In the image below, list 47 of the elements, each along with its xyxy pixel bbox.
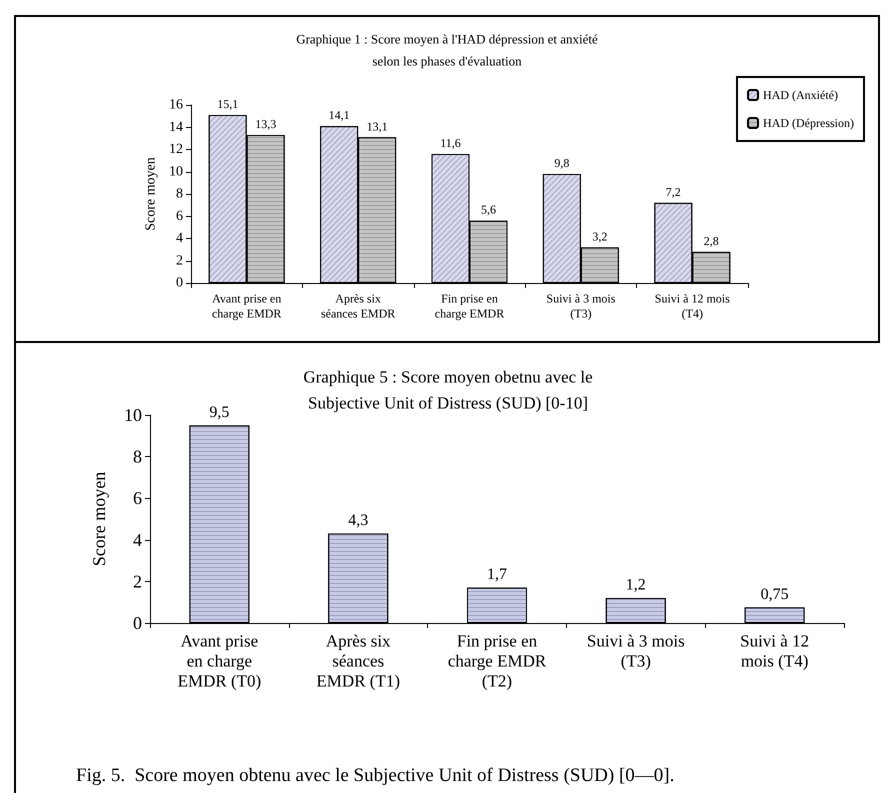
y-tick-label: 2 [133, 571, 142, 592]
x-tick-label: Avant prise en charge EMDR (T0) [178, 632, 262, 690]
y-axis-title: Score moyen [89, 472, 109, 566]
data-label: 5,6 [481, 202, 496, 217]
chart-title: Graphique 1 : Score moyen à l'HAD dépression et anxiété selon les phases d'évaluation [296, 32, 598, 68]
data-label: 0,75 [760, 586, 789, 603]
data-label: 14,1 [328, 108, 350, 122]
x-tick-label: Suivi à 3 mois (T3) [546, 292, 616, 320]
legend-label: HAD (Dépression) [763, 116, 854, 130]
x-tick-label: Suivi à 3 mois (T3) [586, 632, 685, 670]
x-tick-label: Fin prise en charge EMDR [434, 292, 504, 320]
y-tick-label: 14 [169, 120, 183, 135]
data-label: 4,3 [348, 512, 368, 530]
y-tick-label: 0 [176, 276, 183, 290]
y-tick-label: 8 [176, 186, 183, 202]
y-tick-label: 10 [124, 405, 142, 425]
x-tick-label: Après six séances EMDR (T1) [316, 632, 400, 690]
chart-title: Graphique 5 : Score moyen obetnu avec le Subjective Unit of Distress (SUD) [0-10] [303, 368, 593, 412]
data-label: 9,5 [209, 404, 230, 421]
data-label: 11,6 [440, 136, 461, 150]
y-axis-title: Score moyen [144, 157, 159, 231]
caption: Fig. 5. Score moyen obtenu avec le Subjective Unit of Distress (SUD) [0—0]. [76, 765, 674, 786]
x-tick-label: Après six séances EMDR [320, 292, 396, 320]
y-tick-label: 6 [176, 208, 183, 224]
data-label: 13,3 [255, 117, 276, 132]
legend-label: HAD (Anxiété) [763, 88, 838, 102]
data-label: 15,1 [217, 97, 238, 112]
x-tick-label: Avant prise en charge EMDR [212, 292, 282, 320]
y-tick-label: 10 [169, 164, 183, 180]
y-tick-label: 4 [176, 231, 183, 246]
y-tick-label: 0 [133, 613, 142, 633]
data-label: 1,7 [487, 566, 507, 584]
y-tick-label: 8 [133, 446, 142, 467]
data-label: 2,8 [704, 234, 719, 248]
y-tick-label: 2 [176, 253, 183, 268]
y-tick-label: 12 [169, 142, 183, 157]
data-label: 7,2 [666, 184, 681, 199]
x-tick-label: Suivi à 12 mois (T4) [740, 632, 810, 670]
y-tick-label: 16 [169, 98, 183, 112]
x-tick-label: Fin prise en charge EMDR (T2) [448, 632, 547, 690]
data-label: 9,8 [554, 156, 570, 170]
data-label: 13,1 [366, 119, 388, 134]
x-tick-label: Suivi à 12 mois (T4) [654, 292, 730, 320]
y-tick-label: 4 [133, 530, 142, 550]
y-tick-label: 6 [133, 488, 142, 508]
data-label: 1,2 [626, 576, 646, 594]
data-label: 3,2 [592, 229, 608, 244]
